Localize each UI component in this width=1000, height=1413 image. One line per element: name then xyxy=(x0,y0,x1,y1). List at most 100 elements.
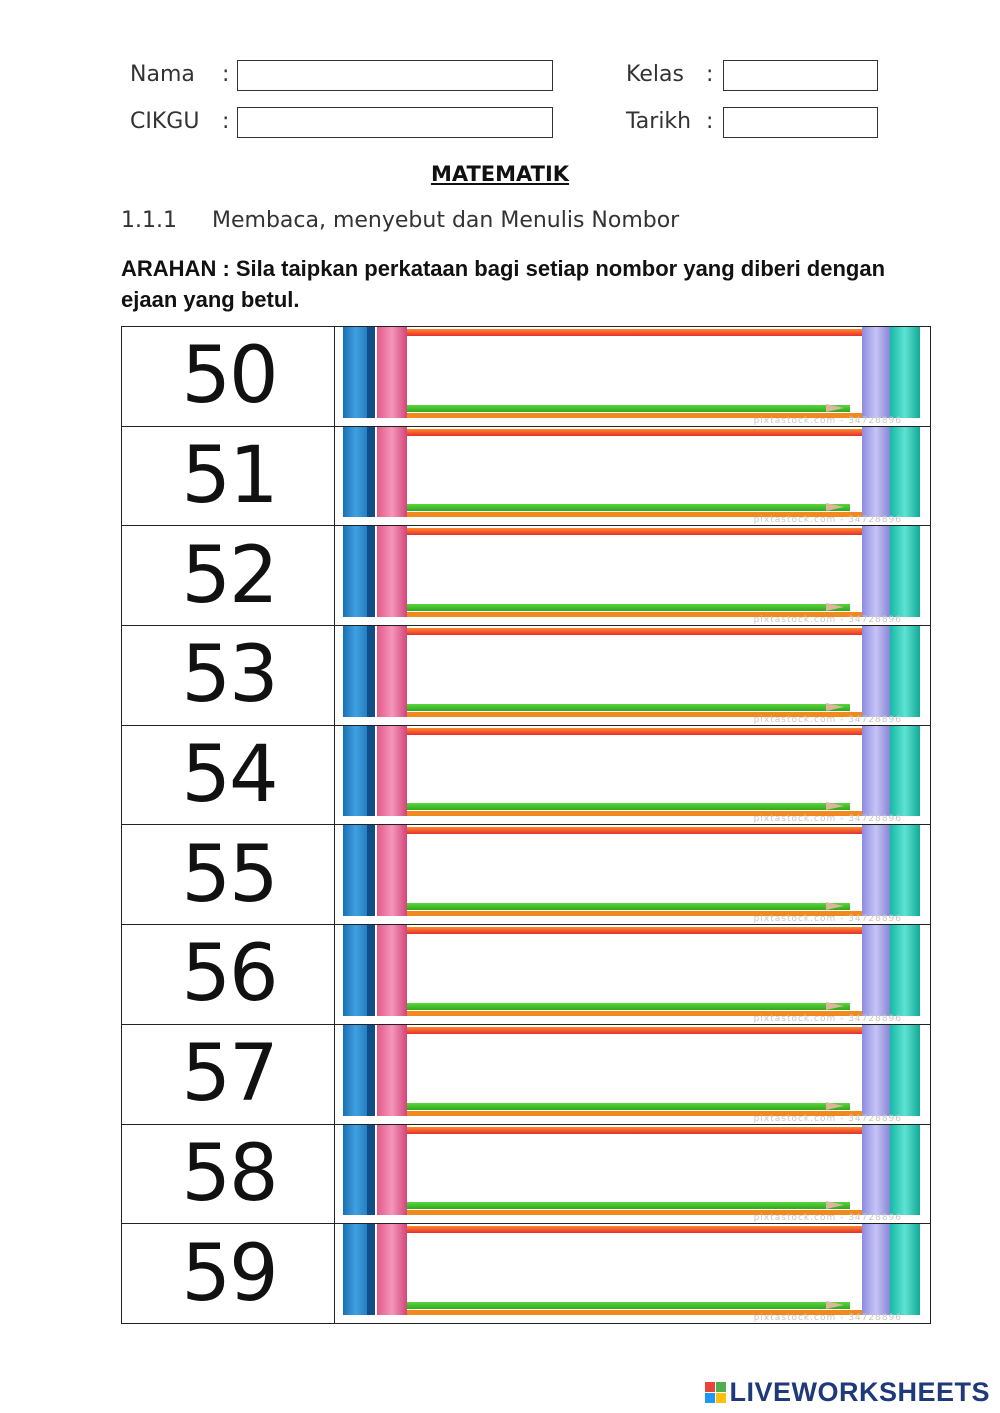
teal-pencil-icon xyxy=(890,925,920,1016)
answer-cell: pixtastock.com - 34728896 xyxy=(335,825,931,925)
green-pencil-icon xyxy=(407,1202,850,1210)
kelas-label: Kelas xyxy=(626,62,684,87)
answer-cell: pixtastock.com - 34728896 xyxy=(335,925,931,1024)
number-cell: 50 xyxy=(122,327,335,426)
blue-pencil-icon xyxy=(343,626,371,717)
red-pencil-icon xyxy=(407,1226,862,1234)
blue-pencil-shade xyxy=(367,825,375,917)
teal-pencil-icon xyxy=(890,626,920,717)
answer-input[interactable] xyxy=(413,1139,856,1198)
nama-input[interactable] xyxy=(237,60,553,91)
blue-pencil-shade xyxy=(367,327,375,418)
pink-pencil-icon xyxy=(377,426,407,518)
blue-pencil-shade xyxy=(367,1224,375,1315)
watermark: pixtastock.com - 34728896 xyxy=(753,1113,902,1124)
kelas-input[interactable] xyxy=(723,60,878,91)
orange-pencil-icon xyxy=(407,911,862,917)
subtopic-text: Membaca, menyebut dan Menulis Nombor xyxy=(212,208,680,233)
purple-pencil-icon xyxy=(862,825,890,917)
blue-pencil-icon xyxy=(343,526,371,618)
answer-cell: pixtastock.com - 34728896 xyxy=(335,626,931,725)
answer-input[interactable] xyxy=(413,939,856,998)
blue-pencil-shade xyxy=(367,925,375,1016)
number-cell: 51 xyxy=(122,426,335,526)
pencil-tip-icon xyxy=(826,1300,844,1309)
watermark: pixtastock.com - 34728896 xyxy=(753,914,902,925)
watermark: pixtastock.com - 34728896 xyxy=(753,1213,902,1224)
red-pencil-icon xyxy=(407,827,862,835)
blue-pencil-shade xyxy=(367,526,375,618)
answer-input[interactable] xyxy=(413,1039,856,1098)
red-pencil-icon xyxy=(407,329,862,336)
answer-input[interactable] xyxy=(413,1238,856,1297)
watermark: pixtastock.com - 34728896 xyxy=(753,714,902,725)
blue-pencil-shade xyxy=(367,426,375,518)
blue-pencil-icon xyxy=(343,1224,371,1315)
answer-input[interactable] xyxy=(413,441,856,500)
cikgu-label: CIKGU xyxy=(130,109,200,134)
red-pencil-icon xyxy=(407,428,862,436)
answer-input[interactable] xyxy=(413,341,856,400)
answer-cell: pixtastock.com - 34728896 xyxy=(335,526,931,626)
green-pencil-icon xyxy=(407,604,850,612)
answer-input[interactable] xyxy=(413,640,856,699)
number-cell: 56 xyxy=(122,925,335,1024)
teal-pencil-icon xyxy=(890,1024,920,1116)
logo-mark-square xyxy=(705,1382,716,1392)
table-row: 56 pixtastock.com - 34728896 xyxy=(122,925,931,1025)
blue-pencil-icon xyxy=(343,426,371,518)
pencil-frame: pixtastock.com - 34728896 xyxy=(343,626,920,725)
answer-cell: pixtastock.com - 34728896 xyxy=(335,1124,931,1224)
liveworksheets-logo: LIVEWORKSHEETS xyxy=(705,1377,990,1408)
pencil-tip-icon xyxy=(826,902,844,911)
answer-cell: pixtastock.com - 34728896 xyxy=(335,327,931,426)
pink-pencil-icon xyxy=(377,1224,407,1315)
pencil-frame: pixtastock.com - 34728896 xyxy=(343,1124,920,1223)
logo-mark-icon xyxy=(705,1382,727,1403)
pencil-frame: pixtastock.com - 34728896 xyxy=(343,925,920,1024)
answer-input[interactable] xyxy=(413,540,856,599)
pink-pencil-icon xyxy=(377,1024,407,1116)
logo-text: LIVEWORKSHEETS xyxy=(729,1377,990,1407)
watermark: pixtastock.com - 34728896 xyxy=(753,615,902,626)
purple-pencil-icon xyxy=(862,925,890,1016)
pencil-frame: pixtastock.com - 34728896 xyxy=(343,327,920,426)
red-pencil-icon xyxy=(407,1126,862,1134)
cikgu-input[interactable] xyxy=(237,107,553,138)
pencil-tip-icon xyxy=(826,403,844,412)
pencil-frame: pixtastock.com - 34728896 xyxy=(343,526,920,625)
pencil-tip-icon xyxy=(826,702,844,711)
watermark: pixtastock.com - 34728896 xyxy=(753,1013,902,1024)
table-row: 52 pixtastock.com - 34728896 xyxy=(122,526,931,627)
orange-pencil-icon xyxy=(407,1110,862,1116)
cikgu-colon: : xyxy=(222,109,230,134)
instruction-text: ARAHAN : Sila taipkan perkataan bagi set… xyxy=(121,256,886,312)
logo-mark-square xyxy=(716,1393,727,1403)
tarikh-input[interactable] xyxy=(723,107,878,138)
pencil-tip-icon xyxy=(826,503,844,512)
subtopic-number: 1.1.1 xyxy=(121,208,177,233)
number-cell: 57 xyxy=(122,1024,335,1124)
watermark: pixtastock.com - 34728896 xyxy=(753,515,902,526)
answer-cell: pixtastock.com - 34728896 xyxy=(335,426,931,526)
purple-pencil-icon xyxy=(862,327,890,418)
table-row: 59 pixtastock.com - 34728896 xyxy=(122,1224,931,1324)
teal-pencil-icon xyxy=(890,327,920,418)
teal-pencil-icon xyxy=(890,1124,920,1216)
answer-input[interactable] xyxy=(413,839,856,898)
green-pencil-icon xyxy=(407,1102,850,1110)
red-pencil-icon xyxy=(407,528,862,536)
red-pencil-icon xyxy=(407,628,862,636)
blue-pencil-shade xyxy=(367,626,375,717)
pink-pencil-icon xyxy=(377,725,407,817)
teal-pencil-icon xyxy=(890,526,920,618)
pink-pencil-icon xyxy=(377,825,407,917)
pencil-tip-icon xyxy=(826,802,844,811)
answer-input[interactable] xyxy=(413,740,856,799)
table-row: 53 pixtastock.com - 34728896 xyxy=(122,626,931,726)
orange-pencil-icon xyxy=(407,512,862,518)
green-pencil-icon xyxy=(407,1002,850,1010)
purple-pencil-icon xyxy=(862,1224,890,1315)
blue-pencil-icon xyxy=(343,825,371,917)
red-pencil-icon xyxy=(407,727,862,735)
